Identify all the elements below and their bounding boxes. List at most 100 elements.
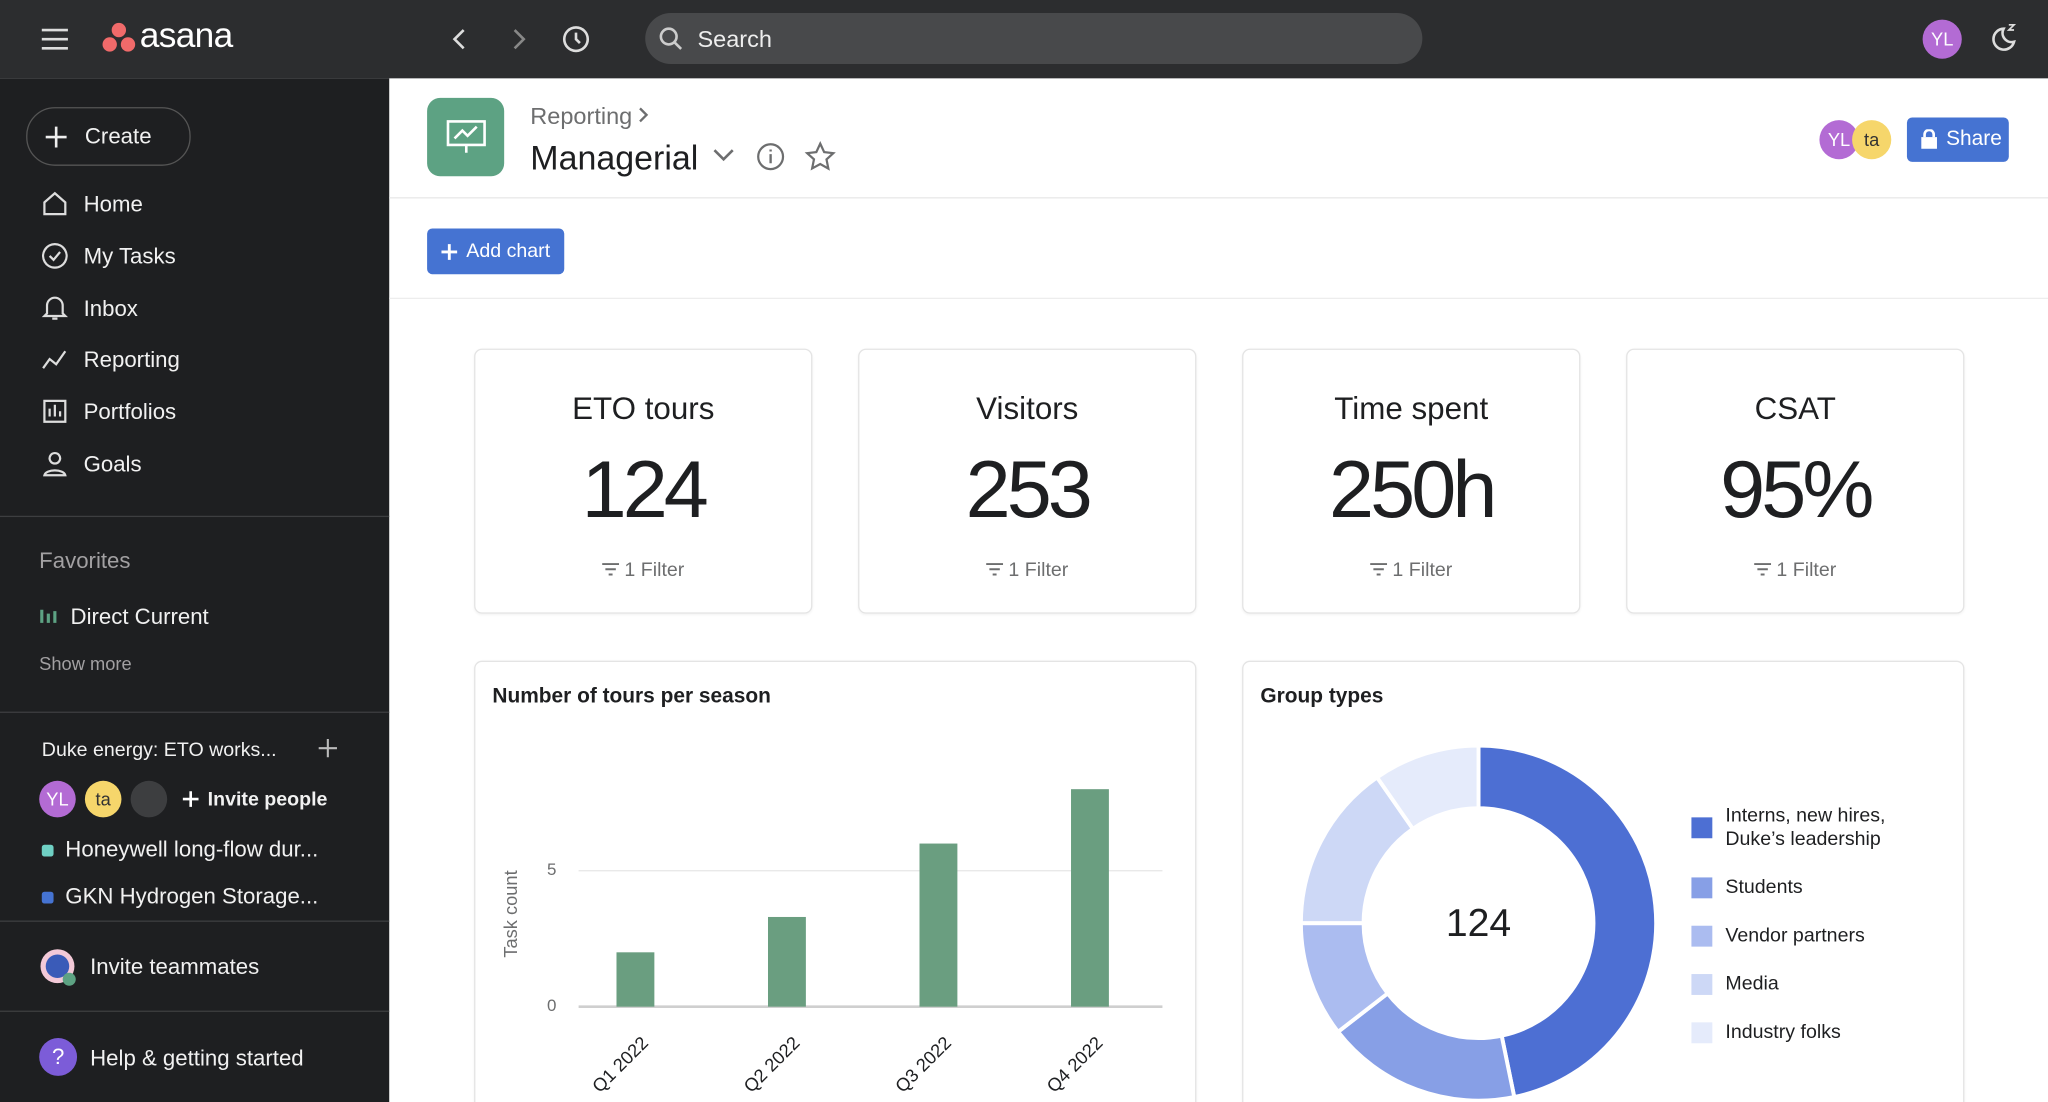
share-button[interactable]: Share — [1906, 117, 2009, 162]
invite-icon — [40, 949, 76, 986]
nav-item[interactable]: Portfolios — [83, 399, 177, 425]
search-icon — [659, 27, 683, 50]
y-tick-label: 5 — [547, 860, 556, 879]
create-button[interactable]: Create — [26, 107, 191, 166]
legend-swatch — [1691, 925, 1713, 947]
invite-people[interactable]: Invite people — [207, 788, 328, 811]
legend-swatch — [1691, 817, 1713, 839]
add-chart-label: Add chart — [466, 240, 551, 263]
search-box[interactable]: Search — [645, 13, 1423, 64]
presentation-icon — [446, 120, 486, 153]
icon-shape — [43, 399, 67, 424]
legend-swatch — [1691, 974, 1713, 995]
favorite-icon — [40, 609, 57, 623]
info-button[interactable] — [755, 141, 786, 172]
menu-button[interactable] — [39, 24, 70, 55]
legend-label: Media — [1725, 972, 1779, 995]
title-dropdown[interactable] — [712, 146, 736, 164]
breadcrumb[interactable]: Reporting — [530, 103, 633, 130]
icon-shape — [602, 563, 620, 576]
member-avatar — [130, 780, 168, 818]
forward-button[interactable] — [505, 26, 531, 52]
user-avatar[interactable]: YL — [1922, 19, 1962, 59]
nav-item[interactable]: Reporting — [83, 347, 180, 373]
search-placeholder: Search — [697, 26, 772, 53]
plus-icon — [45, 126, 67, 148]
nav-item[interactable]: Home — [83, 191, 143, 217]
project-icon — [427, 97, 505, 177]
metric-card: Time spent 250h 1 Filter — [1242, 348, 1581, 614]
invite-teammates[interactable]: Invite teammates — [90, 954, 260, 980]
icon-shape — [42, 351, 67, 370]
create-label: Create — [84, 124, 152, 149]
show-more[interactable]: Show more — [39, 652, 132, 674]
project-item[interactable]: Honeywell long-flow dur... — [65, 836, 319, 862]
nav-icon — [41, 296, 68, 320]
sidebar: Create Home My Tasks Inbox Reporting Portfol… — [0, 78, 390, 1102]
divider — [0, 920, 390, 922]
x-tick-label: Q2 2022 — [739, 1032, 803, 1096]
metric-value: 124 — [581, 445, 709, 536]
add-chart-button[interactable]: Add chart — [427, 228, 565, 275]
project-color — [41, 891, 54, 904]
metric-filter: 1 Filter — [624, 558, 685, 582]
back-button[interactable] — [447, 26, 473, 52]
legend-label: Interns, new hires, Duke’s leadership — [1725, 804, 1886, 851]
metric-card: ETO tours 124 1 Filter — [474, 348, 813, 614]
chart-title: Number of tours per season — [492, 685, 770, 708]
top-bar: asana Search YL — [0, 0, 2048, 79]
legend-label: Industry folks — [1725, 1021, 1841, 1044]
add-button[interactable] — [317, 738, 338, 759]
metric-filter-row: 1 Filter — [859, 559, 1195, 581]
metric-value: 95% — [1720, 445, 1874, 536]
star-button[interactable] — [804, 141, 836, 172]
divider — [389, 297, 2048, 300]
metric-label: Time spent — [1334, 391, 1489, 427]
help-link[interactable]: Help & getting started — [90, 1045, 304, 1071]
metric-value: 253 — [965, 445, 1093, 536]
nav-icon — [43, 399, 67, 424]
team-name[interactable]: Duke energy: ETO works... — [41, 739, 277, 762]
nav-icon — [42, 242, 68, 269]
plus-icon — [182, 791, 199, 807]
bar — [919, 843, 958, 1007]
x-tick-label: Q3 2022 — [891, 1032, 955, 1096]
nav-item[interactable]: My Tasks — [83, 243, 176, 269]
filter-icon — [1754, 563, 1772, 576]
nav-icon — [43, 451, 67, 477]
nav-item[interactable]: Goals — [83, 451, 142, 477]
logo-text[interactable]: asana — [139, 15, 233, 55]
metric-card: CSAT 95% 1 Filter — [1626, 348, 1965, 614]
legend-swatch — [1691, 877, 1713, 899]
chart-title: Group types — [1260, 685, 1383, 708]
nav-item[interactable]: Inbox — [83, 295, 138, 321]
filter-icon — [602, 563, 620, 576]
nav-icon — [42, 351, 67, 370]
favorite-item[interactable]: Direct Current — [70, 604, 209, 630]
x-tick-label: Q4 2022 — [1042, 1032, 1106, 1096]
metric-label: Visitors — [976, 391, 1079, 427]
bar — [616, 952, 655, 1007]
project-item[interactable]: GKN Hydrogen Storage... — [65, 883, 319, 909]
metric-card: Visitors 253 1 Filter — [858, 348, 1197, 614]
logo-mark — [102, 22, 136, 52]
metric-value: 250h — [1329, 445, 1497, 536]
icon-shape — [43, 191, 67, 216]
metric-filter-row: 1 Filter — [475, 559, 811, 581]
metric-label: ETO tours — [572, 391, 715, 427]
member-avatar: ta — [1852, 120, 1892, 160]
legend-label: Vendor partners — [1725, 924, 1865, 947]
donut-center-label: 124 — [1446, 902, 1511, 945]
metric-filter-row: 1 Filter — [1627, 559, 1963, 581]
help-icon: ? — [39, 1038, 78, 1076]
status-icon[interactable] — [1985, 22, 2019, 56]
metric-filter: 1 Filter — [1776, 558, 1837, 582]
donut-segment — [1476, 743, 1659, 1100]
lock-icon — [1921, 129, 1937, 149]
icon-shape — [41, 296, 68, 320]
history-button[interactable] — [562, 25, 591, 54]
donut-segment — [1374, 743, 1481, 832]
